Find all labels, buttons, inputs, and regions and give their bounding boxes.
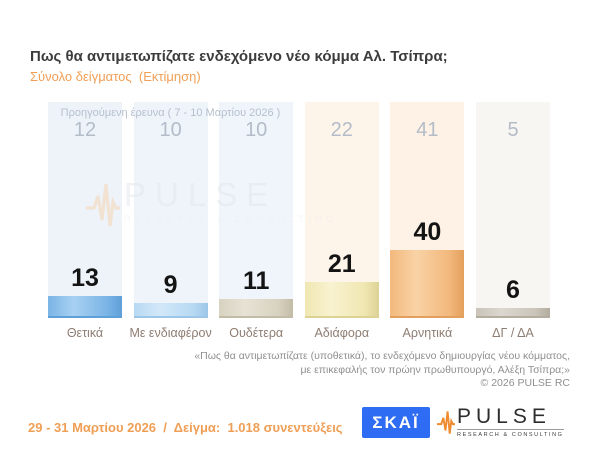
category-label: Με ενδιαφέρον bbox=[129, 326, 212, 340]
chart-column: 22 21 bbox=[304, 102, 379, 318]
previous-survey-value: 41 bbox=[416, 119, 439, 141]
pulse-waveform-icon bbox=[437, 411, 455, 434]
skai-logo-text: ΣΚΑΪ bbox=[372, 412, 420, 432]
category-label: Θετικά bbox=[66, 326, 104, 340]
previous-survey-value: 22 bbox=[330, 119, 353, 141]
category-label: Ουδέτερα bbox=[229, 326, 284, 340]
previous-survey-value: 10 bbox=[159, 119, 182, 141]
sample-subtitle: Σύνολο δείγματος (Εκτίμηση) bbox=[30, 69, 201, 84]
footnote-line: με επικεφαλής τον πρώην πρωθυπουργό, Αλέ… bbox=[300, 363, 570, 376]
bar-chart: PULSE RESEARCH & CONSULTING Προηγούμενη … bbox=[48, 102, 550, 318]
category-label: Αρνητικά bbox=[402, 326, 453, 340]
pulse-logo: PULSE RESEARCH & CONSULTING bbox=[437, 404, 564, 440]
bar-value-label: 6 bbox=[506, 276, 520, 304]
pulse-logo-subtext: RESEARCH & CONSULTING bbox=[457, 432, 564, 438]
footnote-line: «Πως θα αντιμετωπίζατε (υποθετικά), το ε… bbox=[194, 350, 570, 362]
bar[interactable] bbox=[476, 308, 550, 318]
pulse-logo-text: PULSE bbox=[457, 405, 551, 428]
question-footnote: «Πως θα αντιμετωπίζατε (υποθετικά), το ε… bbox=[194, 350, 570, 391]
bar[interactable] bbox=[48, 296, 122, 318]
bar-value-label: 9 bbox=[163, 271, 178, 299]
previous-survey-value: 12 bbox=[73, 119, 97, 141]
previous-survey-label: Προηγούμενη έρευνα ( 7 - 10 Μαρτίου 2026… bbox=[60, 107, 281, 119]
bar-value-label: 40 bbox=[413, 218, 442, 246]
pulse-logo-divider bbox=[457, 429, 564, 430]
bar-value-label: 11 bbox=[242, 267, 270, 295]
pulse-watermark: PULSE RESEARCH & CONSULTING bbox=[86, 178, 338, 230]
previous-survey-value: 10 bbox=[245, 119, 268, 141]
pulse-waveform-icon bbox=[86, 183, 120, 227]
bar-value-label: 21 bbox=[327, 250, 356, 278]
chart-column: 10 11 bbox=[219, 102, 294, 318]
category-label: Αδιάφορα bbox=[314, 326, 370, 340]
watermark-text: PULSE bbox=[124, 176, 278, 213]
copyright-line: © 2026 PULSE RC bbox=[480, 377, 570, 389]
skai-logo: ΣΚΑΪ bbox=[362, 407, 430, 438]
chart-column: 10 9 bbox=[133, 102, 208, 318]
bar[interactable] bbox=[390, 250, 465, 318]
bar[interactable] bbox=[219, 299, 294, 318]
bar[interactable] bbox=[304, 282, 379, 318]
watermark-subtext: RESEARCH & CONSULTING bbox=[124, 214, 338, 224]
bar-value-label: 13 bbox=[71, 264, 99, 292]
fieldwork-dates: 29 - 31 Μαρτίου 2026 / Δείγμα: 1.018 συν… bbox=[28, 420, 343, 435]
chart-column: 41 40 bbox=[390, 102, 465, 318]
bar[interactable] bbox=[133, 303, 208, 318]
page-title: Πως θα αντιμετωπίζατε ενδεχόμενο νέο κόμ… bbox=[30, 48, 448, 65]
previous-survey-value: 5 bbox=[507, 119, 519, 141]
category-label: ΔΓ / ΔΑ bbox=[492, 326, 534, 340]
